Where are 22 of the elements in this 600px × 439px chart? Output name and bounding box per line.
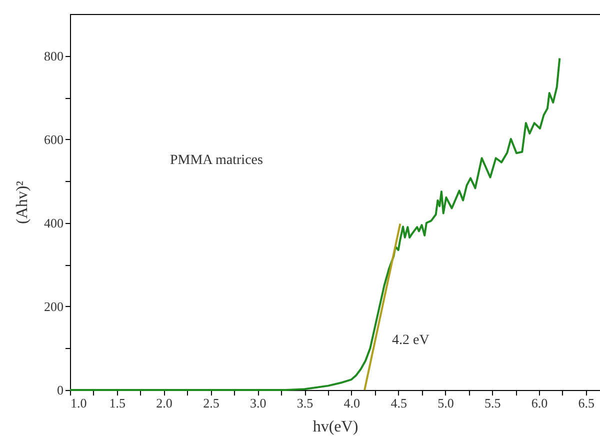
x-tick-label: 6.0: [531, 396, 548, 410]
x-tick-label: 1.0: [70, 396, 87, 410]
y-tick-label: 600: [44, 132, 64, 147]
y-axis-title: (Ahv)²: [14, 180, 31, 224]
annotation: PMMA matrices: [170, 153, 263, 168]
x-tick-label: 4.0: [344, 396, 360, 410]
y-tick-label: 200: [44, 298, 64, 314]
y-tick-label: 800: [44, 48, 64, 64]
x-tick-label: 5.5: [484, 396, 501, 410]
annotation: 4.2 eV: [392, 333, 430, 348]
x-tick-label: 1.5: [109, 396, 126, 410]
x-tick-label: 3.0: [250, 396, 266, 410]
y-tick-label: 0: [57, 382, 64, 398]
x-axis-title: hv(eV): [312, 418, 358, 436]
x-tick-label: 4.5: [390, 396, 407, 410]
line-series: [69, 57, 561, 391]
x-tick-label: 2.0: [156, 396, 172, 410]
x-tick-label: 3.5: [296, 396, 314, 410]
x-tick-label: 2.5: [203, 396, 220, 410]
y-tick-label: 400: [44, 215, 64, 230]
x-tick-label: 5.0: [438, 396, 454, 410]
x-tick-label: 6.5: [578, 396, 595, 410]
